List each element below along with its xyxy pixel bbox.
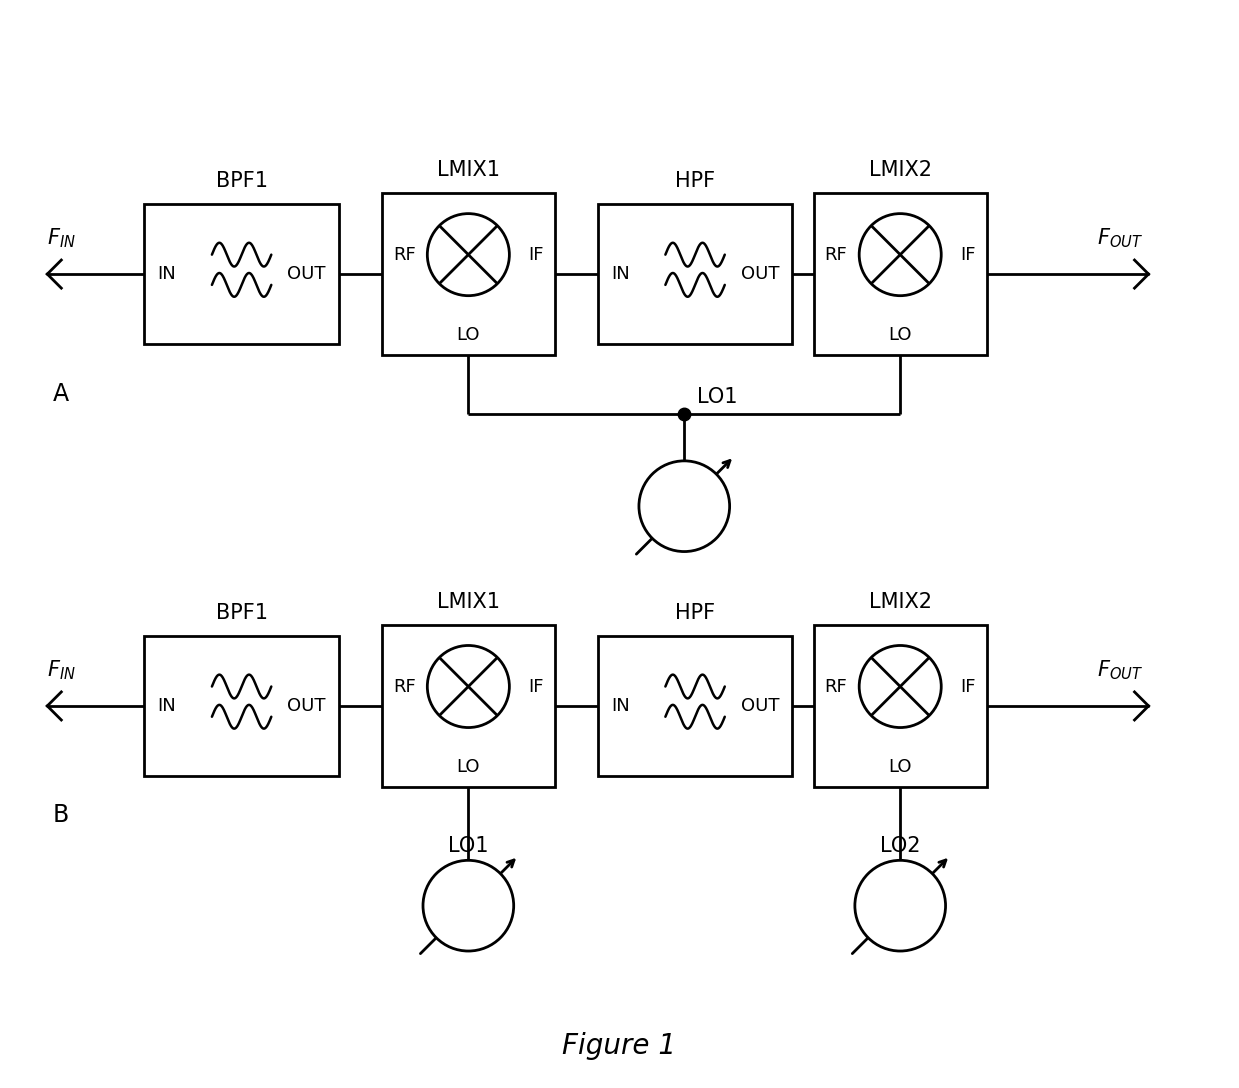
Bar [814,193,986,355]
Text: $F_{IN}$: $F_{IN}$ [47,658,76,682]
Text: LMIX1: LMIX1 [437,160,499,181]
Text: LO: LO [457,758,479,776]
Circle shape [859,213,942,296]
Text: IF: IF [528,678,544,695]
Bar [145,203,338,344]
Text: $F_{OUT}$: $F_{OUT}$ [1097,226,1144,250]
Bar [598,635,792,776]
Bar [598,203,792,344]
Text: RF: RF [393,246,415,263]
Text: OUT: OUT [741,265,779,283]
Text: A: A [53,382,69,406]
Bar [814,625,986,787]
Circle shape [855,861,945,951]
Text: LO: LO [888,326,912,344]
Text: IN: IN [611,265,629,283]
Text: IF: IF [960,246,976,263]
Circle shape [859,645,942,728]
Bar [382,193,555,355]
Text: IN: IN [157,265,176,283]
Text: $F_{OUT}$: $F_{OUT}$ [1097,658,1144,682]
Text: OUT: OUT [287,265,326,283]
Text: LMIX2: LMIX2 [869,592,932,613]
Text: LMIX1: LMIX1 [437,592,499,613]
Bar [145,635,338,776]
Text: Figure 1: Figure 1 [563,1033,676,1060]
Text: IN: IN [157,697,176,715]
Text: LO1: LO1 [449,836,488,856]
Text: IN: IN [611,697,629,715]
Text: LO2: LO2 [880,836,921,856]
Text: IF: IF [960,678,976,695]
Text: HPF: HPF [675,603,715,622]
Circle shape [639,461,730,552]
Text: LO: LO [457,326,479,344]
Text: IF: IF [528,246,544,263]
Text: RF: RF [393,678,415,695]
Text: BPF1: BPF1 [216,603,268,622]
Circle shape [427,213,509,296]
Text: BPF1: BPF1 [216,171,268,191]
Text: RF: RF [825,678,847,695]
Circle shape [427,645,509,728]
Text: HPF: HPF [675,171,715,191]
Circle shape [422,861,514,951]
Text: LMIX2: LMIX2 [869,160,932,181]
Text: LO: LO [888,758,912,776]
Text: OUT: OUT [287,697,326,715]
Text: $F_{IN}$: $F_{IN}$ [47,226,76,250]
Text: RF: RF [825,246,847,263]
Text: B: B [53,803,69,827]
Text: LO1: LO1 [698,387,737,407]
Bar [382,625,555,787]
Text: OUT: OUT [741,697,779,715]
